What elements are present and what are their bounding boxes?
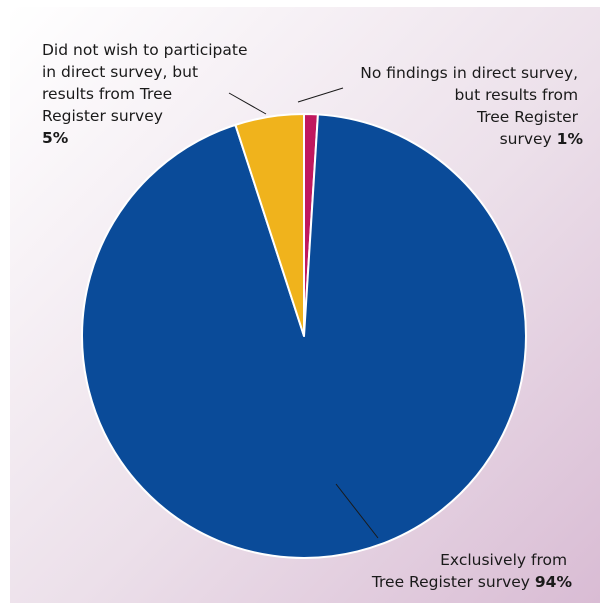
label-no-findings: No findings in direct survey, but result… <box>360 64 583 148</box>
label-exclusively-tree-register: Tree Register survey <box>371 573 530 591</box>
label-exclusively: Exclusively from Tree Register survey 94… <box>371 551 573 591</box>
label-did-not-wish-line-2: in direct survey, but <box>42 63 198 81</box>
label-exclusively-line-2: Tree Register survey 94% <box>371 573 573 591</box>
label-no-findings-survey: survey <box>500 130 552 148</box>
pie-slices <box>81 113 527 559</box>
label-exclusively-line-1: Exclusively from <box>440 551 567 569</box>
label-no-findings-line-3: Tree Register <box>476 108 579 126</box>
label-no-findings-line-4: survey 1% <box>500 130 584 148</box>
value-label-5pct: 5% <box>42 129 69 147</box>
label-did-not-wish: Did not wish to participate in direct su… <box>42 41 252 147</box>
label-did-not-wish-line-4: Register survey <box>42 107 163 125</box>
leader-line-94pct <box>335 483 379 539</box>
label-no-findings-line-1: No findings in direct survey, <box>360 64 578 82</box>
leader-line-1pct <box>297 87 344 103</box>
leader-line-5pct <box>228 92 267 115</box>
label-did-not-wish-line-3: results from Tree <box>42 85 172 103</box>
label-no-findings-line-2: but results from <box>454 86 578 104</box>
value-label-1pct: 1% <box>557 130 584 148</box>
label-did-not-wish-line-1: Did not wish to participate <box>42 41 248 59</box>
value-label-94pct: 94% <box>535 573 573 591</box>
slice-did-not-wish-5pct <box>234 113 305 337</box>
